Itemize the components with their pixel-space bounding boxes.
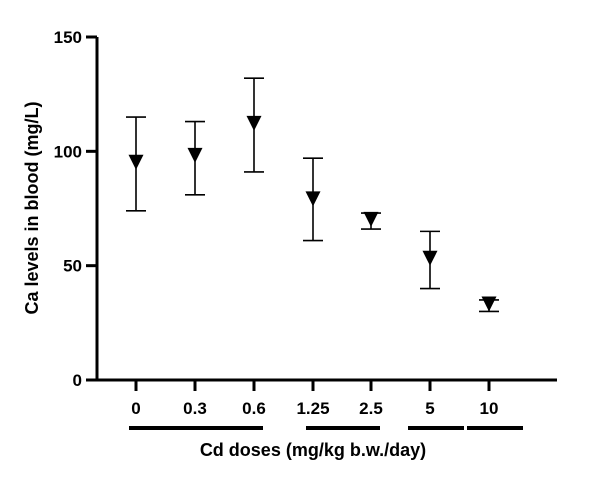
data-point <box>420 230 440 290</box>
x-tick-label: 10 <box>480 399 499 418</box>
data-point <box>361 211 381 230</box>
triangle-down-marker <box>363 211 379 227</box>
data-point <box>244 77 264 173</box>
x-tick-label: 0.3 <box>183 399 207 418</box>
data-point <box>126 116 146 212</box>
y-axis: 0 50 100 150 <box>54 28 99 390</box>
triangle-down-marker <box>187 147 203 163</box>
x-tick-label: 2.5 <box>359 399 383 418</box>
data-point <box>303 157 323 242</box>
triangle-down-marker <box>422 250 438 266</box>
data-point <box>479 296 499 313</box>
triangle-down-marker <box>128 154 144 170</box>
y-tick-label: 150 <box>54 28 82 47</box>
x-axis: 0 0.3 0.6 1.25 2.5 5 10 <box>95 378 557 418</box>
triangle-down-marker <box>305 191 321 207</box>
data-marks <box>126 77 499 313</box>
y-tick-label: 50 <box>63 257 82 276</box>
x-tick-label: 0.6 <box>242 399 266 418</box>
x-tick-label: 5 <box>425 399 434 418</box>
x-tick-label: 1.25 <box>296 399 329 418</box>
x-axis-label: Cd doses (mg/kg b.w./day) <box>200 440 426 460</box>
triangle-down-marker <box>246 115 262 131</box>
x-tick-label: 0 <box>131 399 140 418</box>
y-tick-label: 100 <box>54 142 82 161</box>
data-point <box>185 120 205 196</box>
y-axis-label: Ca levels in blood (mg/L) <box>22 101 42 314</box>
triangle-down-marker <box>481 296 497 312</box>
y-tick-label: 0 <box>73 371 82 390</box>
